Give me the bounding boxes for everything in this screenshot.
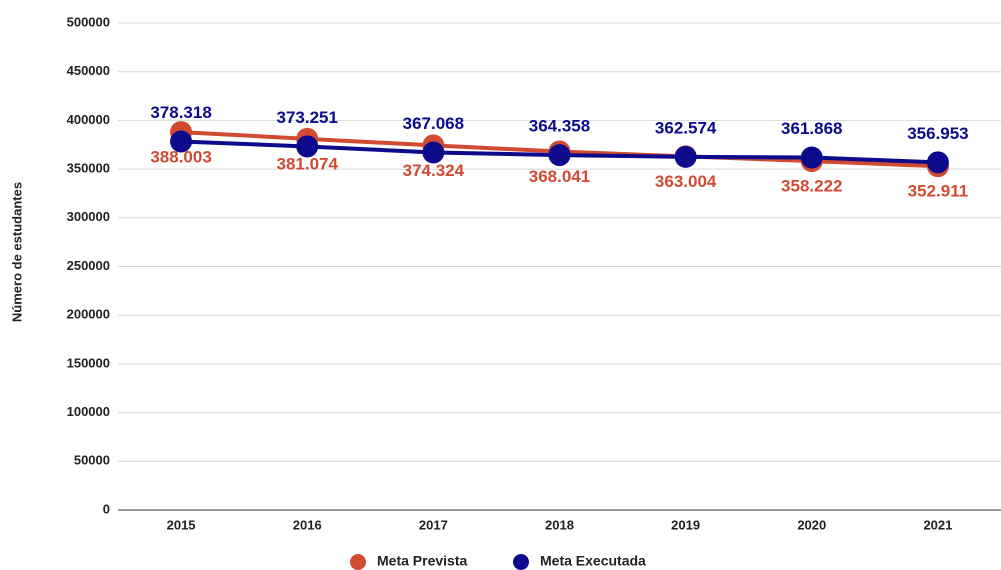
point — [548, 144, 571, 167]
legend-label: Meta Prevista — [377, 553, 467, 569]
data-label: 364.358 — [529, 117, 590, 136]
point — [674, 145, 697, 168]
x-tick-label: 2019 — [671, 517, 700, 532]
y-tick-label: 200000 — [67, 307, 110, 322]
y-tick-label: 0 — [103, 501, 110, 516]
x-tick-label: 2021 — [923, 517, 952, 532]
x-tick-label: 2018 — [545, 517, 574, 532]
legend-label: Meta Executada — [540, 553, 646, 569]
y-tick-label: 500000 — [67, 14, 110, 29]
data-label: 352.911 — [908, 182, 969, 201]
y-axis-label: Número de estudantes — [9, 182, 24, 322]
y-tick-label: 100000 — [67, 404, 110, 419]
data-label: 373.251 — [276, 108, 337, 127]
point — [296, 135, 319, 158]
data-label: 358.222 — [781, 177, 842, 196]
y-tick-label: 350000 — [67, 161, 110, 176]
legend-marker — [350, 554, 366, 570]
data-label: 362.574 — [655, 118, 717, 137]
y-tick-label: 400000 — [67, 112, 110, 127]
data-label: 363.004 — [655, 172, 717, 191]
data-label: 374.324 — [403, 161, 465, 180]
point — [170, 130, 193, 153]
point — [422, 141, 445, 164]
data-label: 381.074 — [276, 154, 338, 173]
y-tick-label: 150000 — [67, 355, 110, 370]
data-label: 368.041 — [529, 167, 590, 186]
data-label: 361.868 — [781, 119, 842, 138]
y-tick-label: 250000 — [67, 258, 110, 273]
y-tick-label: 50000 — [74, 453, 110, 468]
y-tick-label: 300000 — [67, 209, 110, 224]
x-tick-label: 2017 — [419, 517, 448, 532]
x-tick-label: 2015 — [167, 517, 196, 532]
point — [926, 151, 949, 174]
x-tick-label: 2020 — [797, 517, 826, 532]
data-label: 388.003 — [150, 148, 211, 167]
legend-marker — [513, 554, 529, 570]
point — [800, 146, 823, 169]
x-tick-label: 2016 — [293, 517, 322, 532]
data-label: 378.318 — [150, 103, 211, 122]
y-tick-label: 450000 — [67, 63, 110, 78]
data-label: 356.953 — [907, 124, 968, 143]
data-label: 367.068 — [403, 114, 464, 133]
